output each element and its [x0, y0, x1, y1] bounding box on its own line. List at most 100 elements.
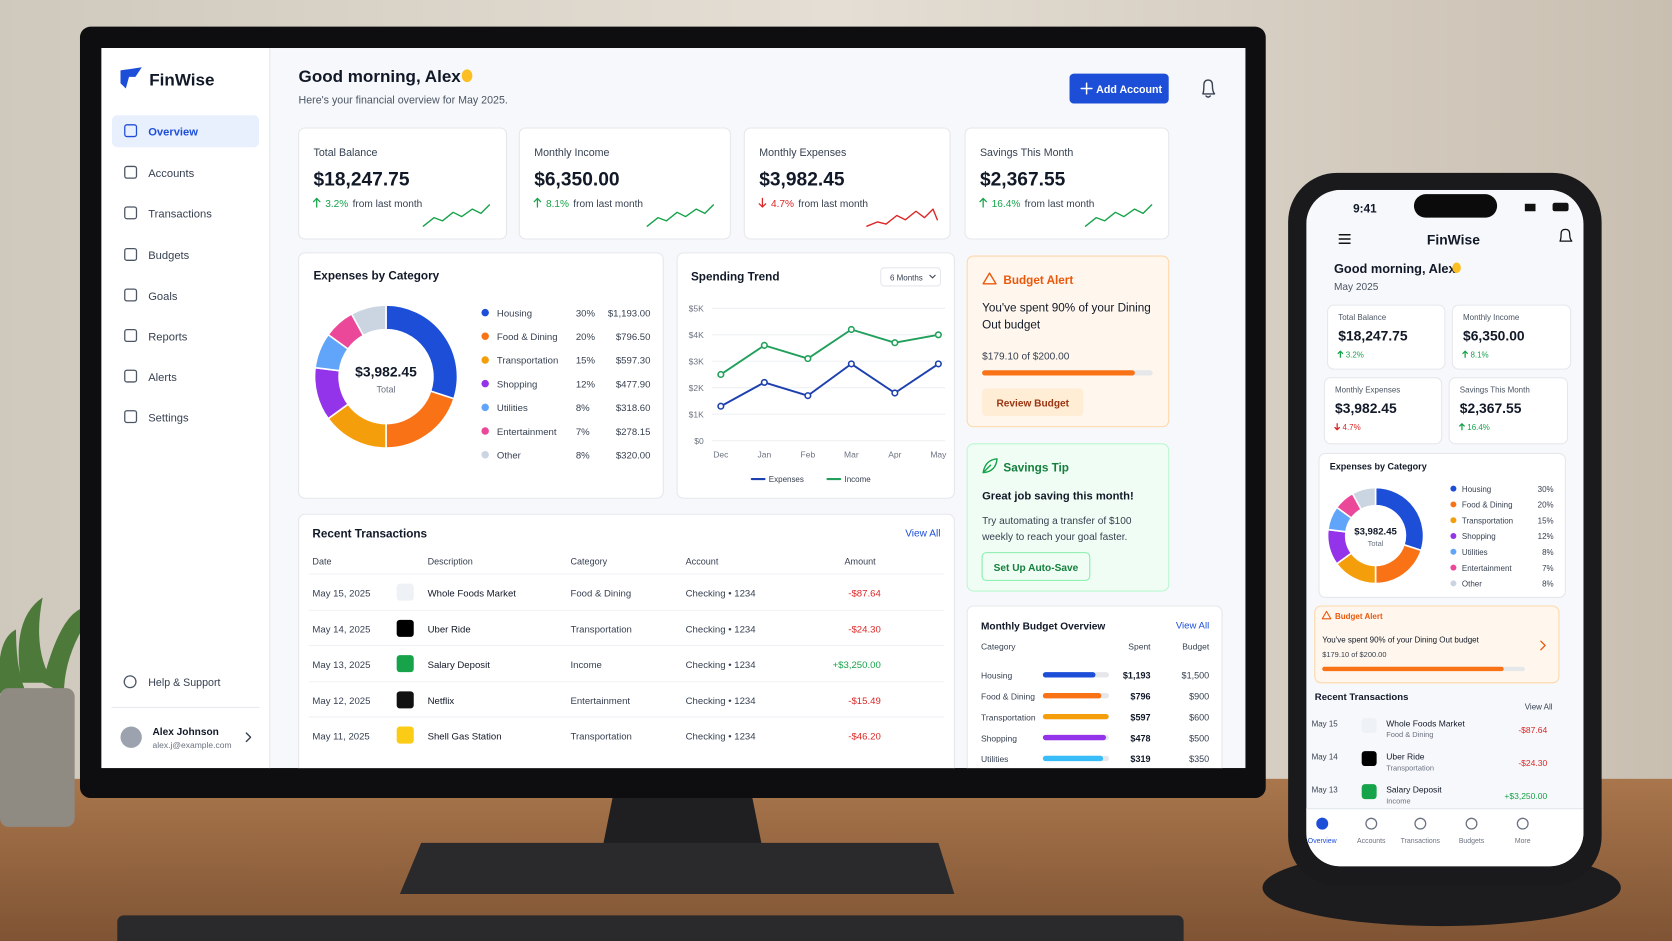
card-title: Expenses by Category [314, 270, 440, 283]
view-all-link[interactable]: View All [1176, 620, 1209, 631]
legend-label: Food & Dining [1462, 501, 1513, 510]
dynamic-island [1413, 194, 1498, 218]
txn-account: Checking • 1234 [686, 731, 757, 742]
txn-account: Checking • 1234 [686, 696, 757, 707]
budget-alert-card [1314, 605, 1560, 684]
tab-label[interactable]: Overview [1308, 838, 1338, 845]
chevron [1540, 640, 1546, 651]
period-select[interactable] [880, 267, 942, 287]
budget-category: Shopping [981, 733, 1017, 743]
arrow-icon [312, 197, 321, 208]
txn-date: May 12, 2025 [312, 696, 370, 707]
txn-account: Checking • 1234 [686, 625, 757, 636]
card-title: Expenses by Category [1330, 461, 1427, 471]
nav-item[interactable]: Accounts [148, 168, 194, 180]
stat-label: Monthly Expenses [1335, 386, 1400, 395]
txn-date: May 14 [1312, 753, 1339, 762]
tab-label[interactable]: More [1515, 838, 1531, 845]
legend-amount: $278.15 [616, 427, 651, 438]
column-header: Category [570, 556, 607, 566]
txn-description: Uber Ride [428, 625, 471, 636]
tab-label[interactable]: Accounts [1357, 838, 1386, 845]
auto-save-button[interactable] [981, 552, 1091, 581]
nav-item[interactable]: Goals [148, 291, 178, 303]
sidebar [101, 48, 270, 769]
nav-item[interactable]: Reports [148, 331, 188, 343]
y-tick-label: $5K [689, 304, 704, 314]
tab-label[interactable]: Transactions [1401, 838, 1441, 845]
leaf-icon [982, 458, 998, 474]
nav-icon [124, 124, 138, 138]
legend-percent: 7% [576, 427, 590, 438]
budget-alert-card [966, 255, 1170, 428]
nav-item[interactable]: Budgets [148, 250, 189, 262]
progress-text: $179.10 of $200.00 [982, 352, 1070, 363]
budget-spent: $478 [1130, 733, 1150, 743]
txn-description: Salary Deposit [1386, 785, 1442, 795]
select-chevron [929, 274, 936, 279]
legend-label: Other [1462, 580, 1482, 589]
stat-card [1323, 377, 1443, 445]
merchant-icon [396, 726, 414, 744]
stat-change: 8.1% [546, 199, 569, 210]
stat-value: $6,350.00 [534, 170, 619, 191]
legend-dot [481, 308, 489, 317]
nav-icon [124, 329, 138, 343]
sparkline [866, 208, 938, 227]
nav-item[interactable]: Alerts [148, 372, 177, 384]
txn-amount: -$87.64 [1518, 725, 1547, 735]
merchant-icon [1361, 784, 1377, 800]
alert-message: You've spent 90% of your Dining Out budg… [982, 301, 1151, 332]
help-link[interactable]: Help & Support [148, 677, 220, 689]
txn-amount: +$3,250.00 [833, 660, 881, 671]
budget-category: Food & Dining [981, 691, 1035, 701]
tab-label[interactable]: Budgets [1459, 838, 1485, 845]
legend-amount: $318.60 [616, 403, 651, 414]
txn-date: May 13, 2025 [312, 660, 370, 671]
sparkline [422, 204, 491, 227]
stat-card [1448, 377, 1569, 445]
legend-label: Utilities [1462, 548, 1488, 557]
trend-point [760, 378, 768, 386]
add-account-button[interactable] [1069, 73, 1169, 104]
view-all-link[interactable]: View All [905, 529, 940, 540]
budget-bar [1042, 755, 1104, 762]
legend-dot [1450, 501, 1457, 508]
nav-item[interactable]: Transactions [148, 209, 212, 221]
txn-category: Transportation [570, 625, 631, 636]
stat-note: from last month [573, 199, 643, 210]
legend-amount: $796.50 [616, 332, 651, 343]
nav-item[interactable]: Settings [148, 412, 189, 424]
stat-value: $3,982.45 [759, 170, 845, 191]
legend-dot [481, 379, 489, 388]
y-tick-label: $3K [689, 356, 704, 366]
donut-slice [350, 304, 387, 337]
card-title: Budget Alert [1003, 274, 1073, 287]
stat-value: $2,367.55 [1460, 400, 1522, 416]
txn-description: Whole Foods Market [428, 588, 517, 599]
view-all-link[interactable]: View All [1525, 702, 1553, 711]
legend-dot [481, 403, 489, 412]
legend-percent: 8% [1542, 580, 1554, 589]
stat-change: 4.7% [771, 199, 794, 210]
review-budget-button[interactable] [982, 388, 1084, 417]
txn-amount: -$87.64 [848, 588, 881, 599]
legend-percent: 8% [576, 403, 590, 414]
stat-change: 3.2% [1346, 350, 1364, 359]
merchant-icon [396, 655, 414, 673]
nav-item[interactable]: Overview [148, 126, 198, 138]
legend-dot [1450, 485, 1457, 492]
y-tick-label: $1K [689, 409, 704, 419]
legend-label: Expenses [769, 475, 804, 484]
legend-label: Shopping [1462, 532, 1496, 541]
card-title: Recent Transactions [312, 528, 427, 541]
warning-icon [982, 272, 997, 285]
nav-icon [124, 206, 138, 220]
trend-point [891, 389, 899, 397]
donut-center-value: $3,982.45 [355, 364, 417, 380]
user-name: Alex Johnson [152, 727, 218, 738]
alert-message: You've spent 90% of your Dining Out budg… [1322, 635, 1479, 644]
keyboard [117, 915, 1184, 941]
trend-point [934, 331, 942, 339]
